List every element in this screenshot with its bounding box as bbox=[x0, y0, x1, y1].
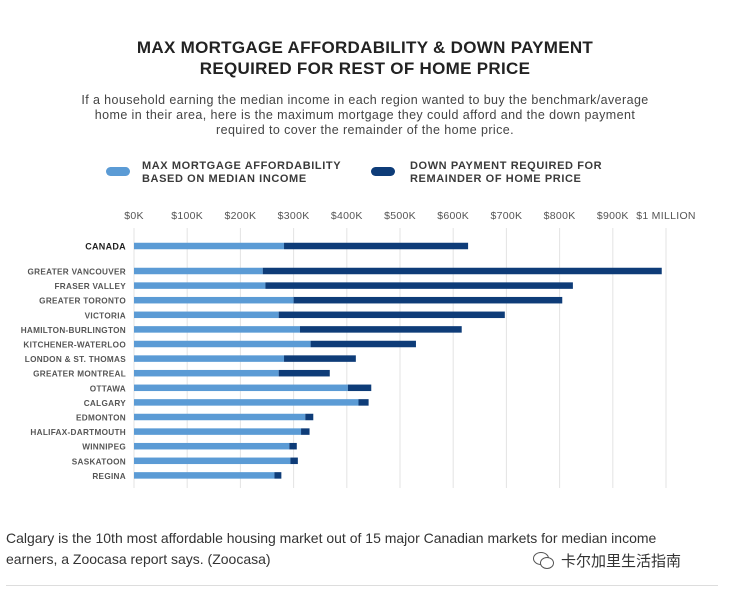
x-tick-label: $900K bbox=[597, 210, 629, 222]
bar-mortgage bbox=[134, 340, 311, 348]
legend-label-downpayment: DOWN PAYMENT REQUIRED FOR REMAINDER OF H… bbox=[410, 160, 603, 185]
category-label: GREATER MONTREAL bbox=[33, 370, 126, 379]
wechat-watermark: 卡尔加里生活指南 bbox=[533, 550, 681, 571]
bar-mortgage bbox=[134, 296, 294, 304]
category-label: LONDON & ST. THOMAS bbox=[25, 355, 126, 364]
chart-subtitle-line-2: home in their area, here is the maximum … bbox=[94, 108, 636, 122]
category-label: GREATER TORONTO bbox=[39, 297, 126, 306]
bar-downpayment bbox=[310, 340, 416, 348]
bar-downpayment bbox=[347, 384, 372, 392]
bar-mortgage bbox=[134, 472, 275, 479]
figure-caption: Calgary is the 10th most affordable hous… bbox=[6, 530, 657, 567]
bar-downpayment bbox=[301, 428, 310, 435]
category-label: OTTAWA bbox=[90, 384, 126, 393]
category-label: GREATER VANCOUVER bbox=[27, 268, 126, 277]
bar-mortgage bbox=[134, 355, 285, 362]
x-tick-label: $200K bbox=[224, 210, 256, 222]
bar-downpayment bbox=[299, 326, 462, 333]
chart-subtitle-line-3: required to cover the remainder of the h… bbox=[216, 123, 514, 137]
x-tick-label: $700K bbox=[490, 210, 522, 222]
x-tick-label: $600K bbox=[437, 210, 469, 222]
legend-swatch-mortgage bbox=[106, 167, 130, 176]
category-label: EDMONTON bbox=[76, 414, 126, 423]
bar-mortgage bbox=[134, 282, 266, 289]
bar-downpayment bbox=[284, 242, 469, 250]
bar-downpayment bbox=[284, 355, 356, 362]
category-label: FRASER VALLEY bbox=[54, 282, 126, 291]
category-label: CANADA bbox=[85, 242, 126, 252]
chart-title-line-2: REQUIRED FOR REST OF HOME PRICE bbox=[199, 59, 531, 78]
category-label: WINNIPEG bbox=[82, 443, 126, 452]
x-tick-label: $300K bbox=[278, 210, 310, 222]
bar-downpayment bbox=[358, 399, 369, 406]
bar-mortgage bbox=[134, 369, 279, 377]
bar-downpayment bbox=[289, 442, 297, 450]
bar-downpayment bbox=[290, 457, 298, 465]
x-tick-label: $400K bbox=[331, 210, 363, 222]
watermark-text: 卡尔加里生活指南 bbox=[561, 553, 682, 570]
bar-downpayment bbox=[305, 413, 314, 421]
bar-downpayment bbox=[293, 296, 563, 304]
chart-plot-area: $0K $100K $200K $300K $400K $500K $600K $700K $8… bbox=[21, 210, 696, 488]
bar-mortgage bbox=[134, 457, 291, 465]
chart-figure: MAX MORTGAGE AFFORDABILITY & DOWN PAYMEN… bbox=[20, 38, 696, 488]
category-label: CALGARY bbox=[84, 399, 127, 408]
bar-mortgage bbox=[134, 311, 279, 319]
chart-title-line-1: MAX MORTGAGE AFFORDABILITY & DOWN PAYMEN… bbox=[136, 38, 594, 57]
bar-mortgage bbox=[134, 428, 302, 435]
bar-downpayment bbox=[265, 282, 573, 289]
bar-mortgage bbox=[134, 442, 290, 450]
wechat-icon bbox=[533, 551, 555, 570]
category-label: VICTORIA bbox=[85, 311, 126, 320]
bar-downpayment bbox=[278, 369, 330, 377]
x-tick-label: $500K bbox=[384, 210, 416, 222]
bar-mortgage bbox=[134, 326, 300, 333]
bar-downpayment bbox=[274, 472, 282, 479]
category-label: REGINA bbox=[92, 472, 126, 481]
category-label: HALIFAX-DARTMOUTH bbox=[30, 428, 126, 437]
bar-mortgage bbox=[134, 384, 348, 392]
bar-mortgage bbox=[134, 399, 359, 406]
x-tick-label: $100K bbox=[171, 210, 203, 222]
legend-swatch-downpayment bbox=[371, 167, 395, 176]
x-tick-label: $1 MILLION bbox=[636, 210, 696, 222]
chart-subtitle-line-1: If a household earning the median income… bbox=[81, 93, 649, 107]
bar-mortgage bbox=[134, 413, 306, 421]
bar-mortgage bbox=[134, 242, 285, 250]
x-tick-label: $800K bbox=[544, 210, 576, 222]
legend-label-mortgage: MAX MORTGAGE AFFORDABILITY BASED ON MEDI… bbox=[142, 160, 342, 185]
category-label: KITCHENER-WATERLOO bbox=[23, 341, 126, 350]
bar-mortgage bbox=[134, 267, 263, 275]
bar-downpayment bbox=[278, 311, 505, 319]
category-label: HAMILTON-BURLINGTON bbox=[21, 326, 126, 335]
bar-downpayment bbox=[262, 267, 662, 275]
divider bbox=[6, 585, 718, 586]
x-tick-label: $0K bbox=[124, 210, 144, 222]
category-label: SASKATOON bbox=[72, 457, 126, 466]
